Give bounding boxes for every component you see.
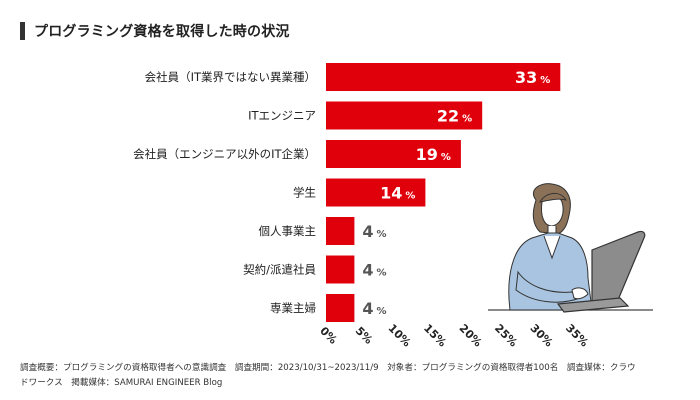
bar bbox=[326, 217, 355, 245]
category-label: 学生 bbox=[293, 186, 316, 200]
data-label: 22% bbox=[437, 107, 472, 126]
data-label: 19% bbox=[416, 145, 451, 164]
x-tick-label: 10% bbox=[386, 322, 414, 350]
bar bbox=[326, 294, 355, 322]
data-label: 33% bbox=[515, 68, 550, 87]
category-label: 契約/派遣社員 bbox=[243, 263, 316, 277]
footnote-line-1: 調査概要：プログラミングの資格取得者への意識調査 調査期間：2023/10/31… bbox=[20, 363, 636, 373]
bar bbox=[326, 140, 461, 168]
x-tick-label: 0% bbox=[317, 324, 339, 346]
category-label: ITエンジニア bbox=[248, 109, 316, 123]
data-label: 4% bbox=[362, 222, 386, 241]
title-marker bbox=[20, 22, 25, 40]
data-label: 4% bbox=[362, 261, 386, 280]
category-label: 会社員（エンジニア以外のIT企業） bbox=[133, 147, 316, 161]
x-tick-label: 5% bbox=[353, 324, 375, 346]
survey-footnote: 調査概要：プログラミングの資格取得者への意識調査 調査期間：2023/10/31… bbox=[20, 361, 680, 391]
category-label: 個人事業主 bbox=[259, 224, 317, 238]
x-tick-label: 15% bbox=[421, 322, 449, 350]
chart-title: プログラミング資格を取得した時の状況 bbox=[34, 24, 290, 40]
category-label: 会社員（IT業界ではない異業種） bbox=[145, 70, 316, 84]
x-tick-label: 20% bbox=[457, 322, 485, 350]
footnote-line-2: ドワークス 掲載媒体：SAMURAI ENGINEER Blog bbox=[20, 378, 223, 388]
bar bbox=[326, 178, 426, 207]
data-label: 14% bbox=[380, 184, 415, 203]
bar bbox=[326, 255, 355, 284]
data-label: 4% bbox=[362, 299, 386, 318]
bar-chart: 会社員（IT業界ではない異業種） 33 % ITエンジニア 22 % 会社員（エンジニア以外… bbox=[133, 63, 591, 350]
bar bbox=[326, 101, 483, 130]
category-label: 専業主婦 bbox=[270, 301, 316, 315]
woman-with-laptop-illustration bbox=[488, 183, 653, 313]
bar bbox=[326, 63, 561, 91]
